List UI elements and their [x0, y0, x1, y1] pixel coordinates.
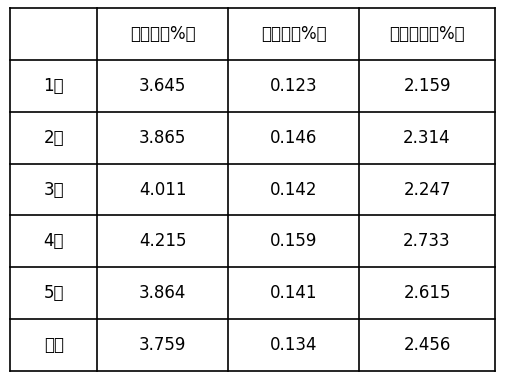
Text: 橙皮苷（%）: 橙皮苷（%）: [261, 25, 327, 42]
Text: 4.011: 4.011: [139, 180, 186, 199]
Text: 2.456: 2.456: [403, 337, 451, 354]
Text: 5号: 5号: [43, 285, 64, 302]
Text: 0.159: 0.159: [270, 232, 318, 251]
Text: 3号: 3号: [43, 180, 64, 199]
Text: 2.615: 2.615: [403, 285, 451, 302]
Text: 3.759: 3.759: [139, 337, 186, 354]
Text: 3.865: 3.865: [139, 128, 186, 147]
Text: 0.142: 0.142: [270, 180, 318, 199]
Text: 新橙皮苷（%）: 新橙皮苷（%）: [389, 25, 465, 42]
Text: 0.134: 0.134: [270, 337, 318, 354]
Text: 4号: 4号: [43, 232, 64, 251]
Text: 柚皮苷（%）: 柚皮苷（%）: [130, 25, 195, 42]
Text: 2.733: 2.733: [403, 232, 451, 251]
Text: 0.146: 0.146: [270, 128, 318, 147]
Text: 0.141: 0.141: [270, 285, 318, 302]
Text: 2.159: 2.159: [403, 77, 451, 94]
Text: 现有: 现有: [44, 337, 64, 354]
Text: 0.123: 0.123: [270, 77, 318, 94]
Text: 2.314: 2.314: [403, 128, 451, 147]
Text: 3.864: 3.864: [139, 285, 186, 302]
Text: 2.247: 2.247: [403, 180, 451, 199]
Text: 4.215: 4.215: [139, 232, 186, 251]
Text: 3.645: 3.645: [139, 77, 186, 94]
Text: 2号: 2号: [43, 128, 64, 147]
Text: 1号: 1号: [43, 77, 64, 94]
